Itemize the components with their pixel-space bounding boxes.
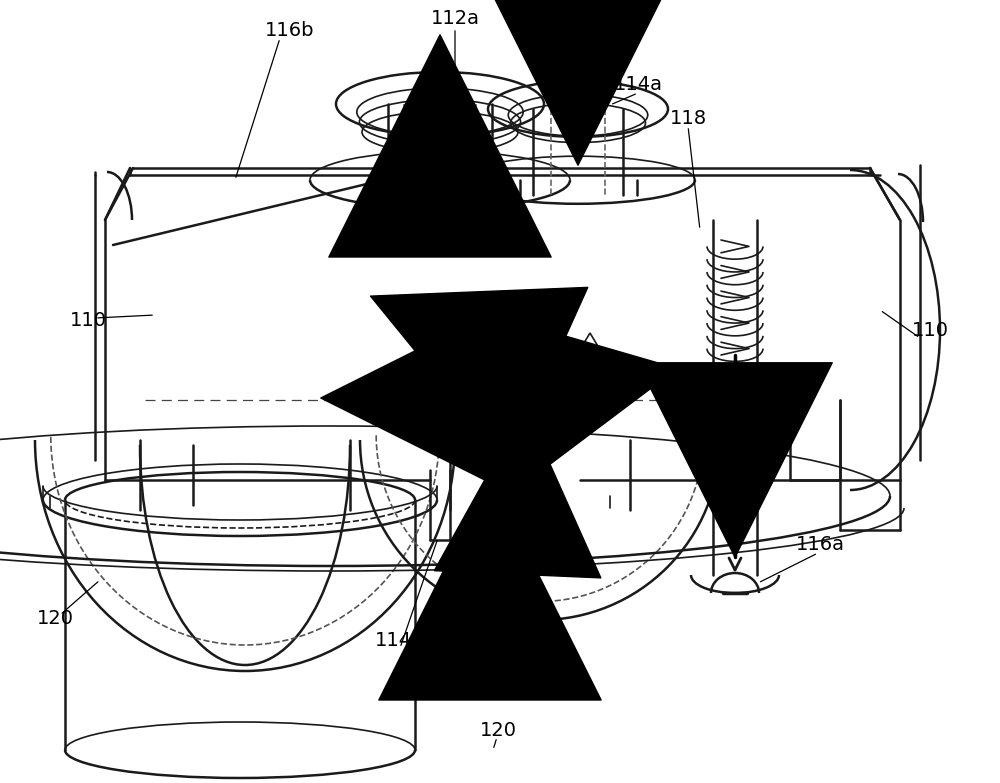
Text: 114a: 114a xyxy=(614,75,662,95)
Text: 116b: 116b xyxy=(265,20,315,39)
Text: 112a: 112a xyxy=(430,9,480,27)
Text: 120: 120 xyxy=(36,608,74,627)
Text: 110: 110 xyxy=(70,311,106,330)
Text: 112b: 112b xyxy=(477,630,527,650)
Text: 118: 118 xyxy=(669,109,707,128)
Text: 120: 120 xyxy=(480,720,516,739)
Text: 110: 110 xyxy=(912,320,948,340)
Text: 116a: 116a xyxy=(796,536,844,554)
Text: 114b: 114b xyxy=(375,630,425,650)
